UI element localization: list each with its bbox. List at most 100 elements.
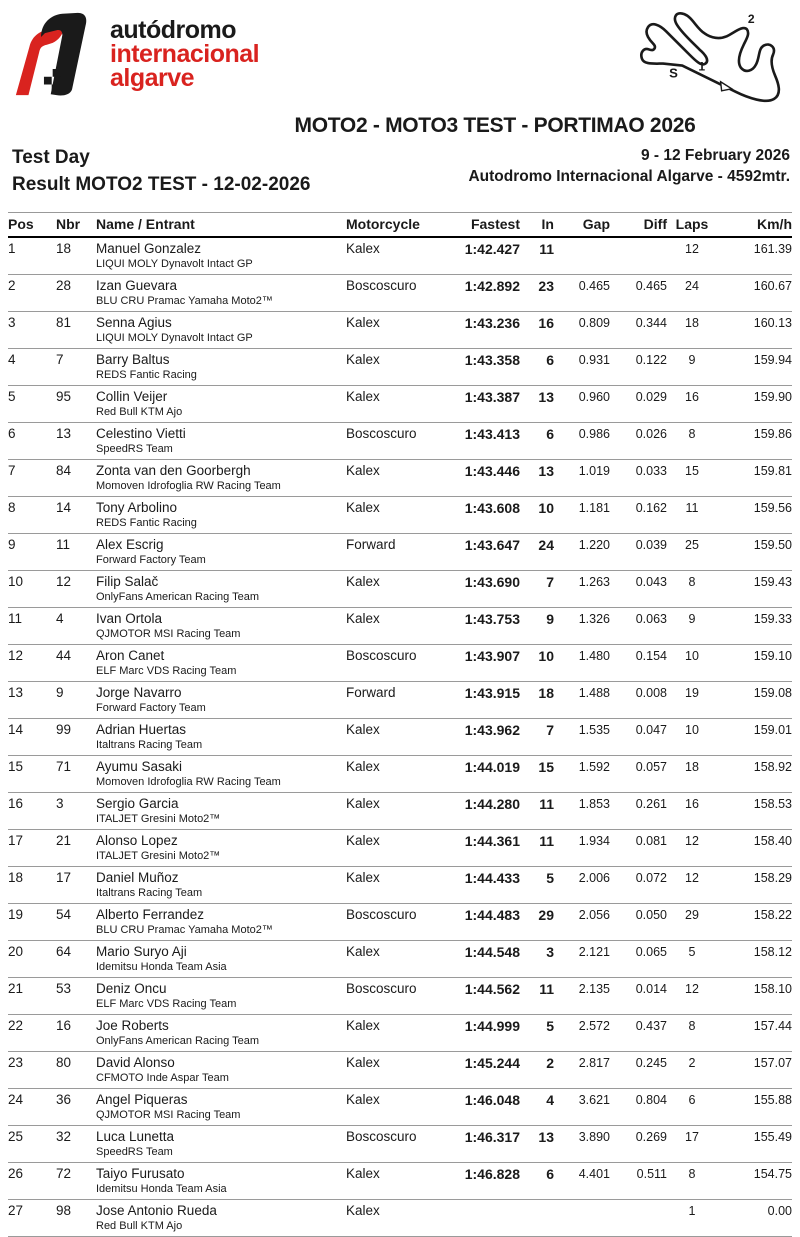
cell-position: 20 (8, 944, 24, 959)
cell-motorcycle: Boscoscuro (346, 648, 417, 663)
cell-kmh: 157.07 (753, 1056, 792, 1070)
cell-name-entrant: Collin Veijer Red Bull KTM Ajo (96, 386, 346, 423)
cell-gap: 1.181 (578, 501, 610, 515)
cell-position: 12 (8, 648, 24, 663)
cell-kmh: 161.39 (753, 242, 792, 256)
table-row: 14 99 Adrian Huertas Italtrans Racing Te… (8, 719, 792, 756)
entrant-name: Italtrans Racing Team (96, 887, 203, 899)
cell-fastest-lap: 1:46.048 (464, 1092, 520, 1108)
cell-number: 95 (56, 389, 72, 404)
cell-position: 5 (8, 389, 16, 404)
session-result-title: Result MOTO2 TEST - 12-02-2026 (12, 174, 311, 195)
cell-motorcycle: Kalex (346, 1018, 380, 1033)
cell-motorcycle: Forward (346, 537, 396, 552)
cell-motorcycle: Forward (346, 685, 396, 700)
cell-fastest-lap: 1:44.019 (464, 759, 520, 775)
entrant-name: Italtrans Racing Team (96, 739, 203, 751)
cell-motorcycle: Kalex (346, 1092, 380, 1107)
driver-name: Jorge Navarro (96, 685, 182, 700)
cell-name-entrant: Izan Guevara BLU CRU Pramac Yamaha Moto2… (96, 275, 346, 312)
cell-in-lap: 16 (538, 315, 554, 331)
cell-kmh: 158.53 (753, 797, 792, 811)
cell-laps: 5 (688, 945, 696, 959)
map-label-start: S (669, 66, 678, 81)
page: { "logo": { "line1": "autódromo", "line2… (0, 12, 800, 1237)
cell-motorcycle: Boscoscuro (346, 278, 417, 293)
cell-diff: 0.063 (635, 612, 667, 626)
entrant-name: QJMOTOR MSI Racing Team (96, 1109, 241, 1121)
cell-kmh: 158.29 (753, 871, 792, 885)
cell-in-lap: 9 (546, 611, 554, 627)
cell-gap: 2.572 (578, 1019, 610, 1033)
cell-number: 80 (56, 1055, 72, 1070)
entrant-name: REDS Fantic Racing (96, 517, 197, 529)
cell-kmh: 159.94 (753, 353, 792, 367)
cell-kmh: 155.88 (753, 1093, 792, 1107)
cell-motorcycle: Kalex (346, 944, 380, 959)
cell-motorcycle: Kalex (346, 722, 380, 737)
subheader: Test Day Result MOTO2 TEST - 12-02-2026 … (0, 138, 800, 198)
driver-name: Mario Suryo Aji (96, 944, 187, 959)
cell-name-entrant: Alberto Ferrandez BLU CRU Pramac Yamaha … (96, 904, 346, 941)
entrant-name: Momoven Idrofoglia RW Racing Team (96, 480, 281, 492)
cell-motorcycle: Kalex (346, 833, 380, 848)
cell-position: 7 (8, 463, 16, 478)
cell-motorcycle: Kalex (346, 352, 380, 367)
cell-number: 18 (56, 241, 72, 256)
cell-name-entrant: David Alonso CFMOTO Inde Aspar Team (96, 1052, 346, 1089)
cell-position: 1 (8, 241, 16, 256)
cell-fastest-lap: 1:43.236 (464, 315, 520, 331)
cell-motorcycle: Kalex (346, 796, 380, 811)
entrant-name: Idemitsu Honda Team Asia (96, 961, 227, 973)
col-header-nbr: Nbr (56, 216, 81, 232)
cell-in-lap: 6 (546, 426, 554, 442)
cell-fastest-lap: 1:43.608 (464, 500, 520, 516)
entrant-name: LIQUI MOLY Dynavolt Intact GP (96, 332, 253, 344)
cell-fastest-lap: 1:44.280 (464, 796, 520, 812)
cell-motorcycle: Boscoscuro (346, 907, 417, 922)
cell-name-entrant: Manuel Gonzalez LIQUI MOLY Dynavolt Inta… (96, 237, 346, 275)
cell-kmh: 160.67 (753, 279, 792, 293)
cell-diff: 0.029 (635, 390, 667, 404)
col-header-motorcycle: Motorcycle (346, 216, 420, 232)
session-info: Test Day Result MOTO2 TEST - 12-02-2026 (12, 144, 310, 198)
direction-arrow-icon (719, 80, 734, 92)
entrant-name: OnlyFans American Racing Team (96, 1035, 260, 1047)
cell-gap: 2.135 (578, 982, 610, 996)
cell-name-entrant: Zonta van den Goorbergh Momoven Idrofogl… (96, 460, 346, 497)
session-day: Test Day (12, 147, 90, 168)
cell-gap: 1.535 (578, 723, 610, 737)
driver-name: Sergio Garcia (96, 796, 179, 811)
entrant-name: ELF Marc VDS Racing Team (96, 665, 237, 677)
cell-kmh: 160.13 (753, 316, 792, 330)
cell-in-lap: 11 (539, 833, 554, 849)
col-header-laps: Laps (675, 216, 709, 232)
cell-diff: 0.081 (635, 834, 667, 848)
cell-fastest-lap: 1:43.387 (464, 389, 520, 405)
cell-laps: 15 (685, 464, 699, 478)
entrant-name: CFMOTO Inde Aspar Team (96, 1072, 229, 1084)
cell-number: 99 (56, 722, 72, 737)
cell-gap: 3.621 (578, 1093, 610, 1107)
logo-line-internacional: internacional (110, 40, 260, 68)
cell-number: 32 (56, 1129, 72, 1144)
cell-position: 2 (8, 278, 16, 293)
driver-name: Alonso Lopez (96, 833, 178, 848)
table-row: 6 13 Celestino Vietti SpeedRS Team Bosco… (8, 423, 792, 460)
cell-motorcycle: Kalex (346, 315, 380, 330)
cell-number: 12 (56, 574, 72, 589)
cell-diff (610, 237, 667, 275)
cell-kmh: 158.92 (753, 760, 792, 774)
results-body: 1 18 Manuel Gonzalez LIQUI MOLY Dynavolt… (8, 237, 792, 1237)
cell-name-entrant: Angel Piqueras QJMOTOR MSI Racing Team (96, 1089, 346, 1126)
cell-in-lap: 13 (538, 1129, 554, 1145)
cell-in-lap: 29 (538, 907, 554, 923)
cell-number: 54 (56, 907, 72, 922)
cell-number: 21 (56, 833, 72, 848)
cell-diff: 0.511 (636, 1167, 667, 1181)
cell-number: 3 (56, 796, 64, 811)
cell-fastest-lap: 1:46.828 (464, 1166, 520, 1182)
cell-laps: 2 (688, 1056, 696, 1070)
cell-gap: 1.019 (578, 464, 610, 478)
table-row: 26 72 Taiyo Furusato Idemitsu Honda Team… (8, 1163, 792, 1200)
